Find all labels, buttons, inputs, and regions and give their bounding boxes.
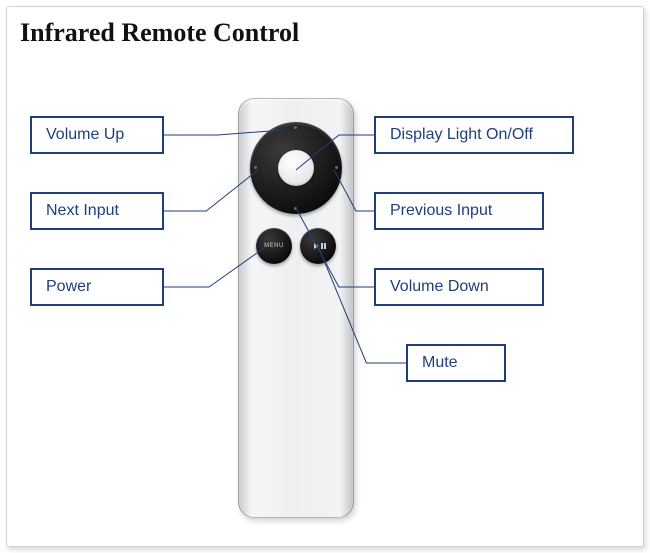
ring-dot-left-icon	[254, 166, 257, 169]
ring-dot-down-icon	[294, 207, 297, 210]
remote-play-button	[300, 228, 336, 264]
ring-dot-up-icon	[294, 126, 297, 129]
page-title: Infrared Remote Control	[20, 18, 299, 48]
callout-volume-down: Volume Down	[374, 268, 544, 306]
callout-power: Power	[30, 268, 164, 306]
remote-center-button	[278, 150, 314, 186]
remote-menu-button: MENU	[256, 228, 292, 264]
pause-icon	[321, 243, 323, 249]
callout-mute: Mute	[406, 344, 506, 382]
play-icon	[314, 243, 319, 249]
callout-previous-input: Previous Input	[374, 192, 544, 230]
remote-menu-label: MENU	[264, 243, 284, 249]
callout-next-input: Next Input	[30, 192, 164, 230]
callout-volume-up: Volume Up	[30, 116, 164, 154]
ring-dot-right-icon	[335, 166, 338, 169]
callout-display-light: Display Light On/Off	[374, 116, 574, 154]
remote-body: MENU	[238, 98, 354, 518]
